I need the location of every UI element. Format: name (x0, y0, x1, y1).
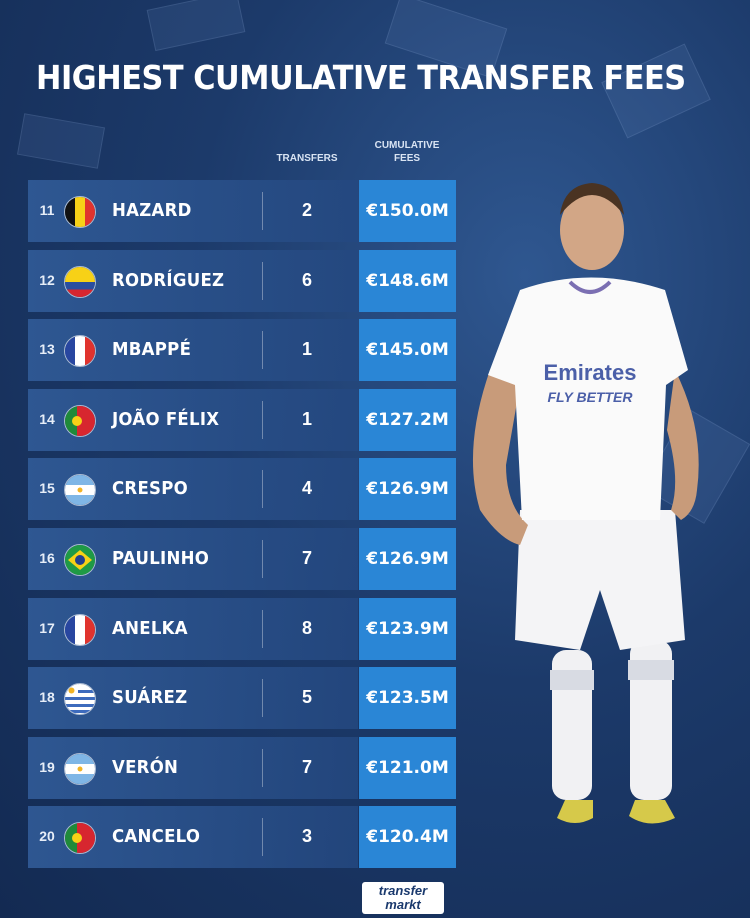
column-divider (262, 540, 263, 578)
column-divider (262, 748, 263, 787)
column-divider (262, 331, 263, 370)
table-row: 15 CRESPO 4 €126.9M (28, 458, 456, 521)
cumulative-fee-cell: €127.2M (359, 388, 456, 451)
argentina-flag-icon (64, 474, 96, 507)
logo-line-2: markt (385, 897, 421, 912)
cumulative-fee-cell: €120.4M (359, 806, 456, 869)
cumulative-fee-cell: €126.9M (359, 458, 456, 521)
player-name: SUÁREZ (112, 687, 188, 709)
transfermarkt-logo: transfer markt (362, 882, 444, 914)
cumulative-fee-cell: €123.9M (359, 597, 456, 660)
svg-text:Emirates: Emirates (544, 360, 637, 385)
chart-title: HIGHEST CUMULATIVE TRANSFER FEES (36, 58, 686, 97)
column-divider (262, 609, 263, 648)
background-banknote (16, 113, 106, 169)
rank-label: 13 (39, 341, 55, 358)
table-row: 18 SUÁREZ 5 €123.5M (28, 667, 456, 730)
cumulative-fee-cell: €150.0M (359, 180, 456, 242)
svg-text:FLY BETTER: FLY BETTER (547, 389, 633, 405)
table-row: 13 MBAPPÉ 1 €145.0M (28, 319, 456, 382)
portugal-flag-icon (64, 822, 96, 855)
player-name: ANELKA (112, 617, 188, 639)
player-name: CRESPO (112, 478, 189, 500)
rank-label: 14 (39, 410, 55, 427)
france-flag-icon (64, 335, 96, 368)
column-divider (262, 679, 263, 718)
table-row: 20 CANCELO 3 €120.4M (28, 806, 456, 869)
column-divider (262, 400, 263, 439)
transfers-count: 1 (301, 408, 312, 429)
portugal-flag-icon (64, 404, 96, 437)
rank-label: 18 (39, 689, 55, 706)
cumulative-fee-cell: €123.5M (359, 667, 456, 730)
belgium-flag-icon (64, 196, 96, 228)
rank-label: 15 (39, 480, 55, 497)
column-header-fees: CUMULATIVE FEES (374, 140, 440, 164)
column-divider (262, 470, 263, 509)
player-name: MBAPPÉ (112, 339, 192, 361)
transfers-count: 6 (301, 269, 312, 290)
argentina-flag-icon (64, 752, 96, 785)
column-header-transfers: TRANSFERS (276, 153, 338, 164)
transfers-count: 7 (301, 756, 312, 777)
rank-label: 12 (39, 271, 55, 288)
table-row: 17 ANELKA 8 €123.9M (28, 597, 456, 660)
player-name: CANCELO (112, 826, 201, 848)
transfers-count: 3 (301, 826, 312, 847)
cumulative-fee-cell: €148.6M (359, 249, 456, 312)
cumulative-fee-cell: €121.0M (359, 736, 456, 799)
transfers-count: 5 (301, 687, 312, 708)
colombia-flag-icon (64, 265, 96, 298)
transfers-count: 7 (301, 548, 312, 568)
table-row: 19 VERÓN 7 €121.0M (28, 736, 456, 799)
rank-label: 16 (39, 550, 55, 566)
logo-line-1: transfer (378, 883, 428, 898)
france-flag-icon (64, 613, 96, 646)
background-banknote (146, 0, 246, 52)
player-figure: Emirates FLY BETTER (472, 183, 699, 824)
column-divider (262, 261, 263, 300)
transfers-count: 8 (301, 617, 312, 638)
table-row: 12 RODRÍGUEZ 6 €148.6M (28, 249, 456, 312)
player-name: VERÓN (112, 756, 179, 778)
column-divider (262, 818, 263, 857)
player-name: JOÃO FÉLIX (112, 408, 220, 430)
rank-label: 20 (39, 828, 55, 845)
rank-label: 17 (39, 619, 55, 636)
transfers-count: 2 (301, 200, 312, 220)
transfers-count: 1 (301, 339, 312, 360)
rank-label: 11 (39, 202, 55, 218)
player-name: PAULINHO (112, 548, 210, 569)
column-divider (262, 192, 263, 230)
table-row: 14 JOÃO FÉLIX 1 €127.2M (28, 388, 456, 451)
uruguay-flag-icon (64, 683, 96, 716)
table-row: 11 HAZARD 2 €150.0M (28, 180, 456, 242)
brazil-flag-icon (64, 544, 96, 576)
transfers-count: 4 (301, 478, 312, 499)
player-name: HAZARD (112, 200, 192, 221)
rank-label: 19 (39, 758, 55, 775)
cumulative-fee-cell: €145.0M (359, 319, 456, 382)
table-row: 16 PAULINHO 7 €126.9M (28, 528, 456, 590)
player-name: RODRÍGUEZ (112, 269, 225, 291)
cumulative-fee-cell: €126.9M (359, 528, 456, 590)
